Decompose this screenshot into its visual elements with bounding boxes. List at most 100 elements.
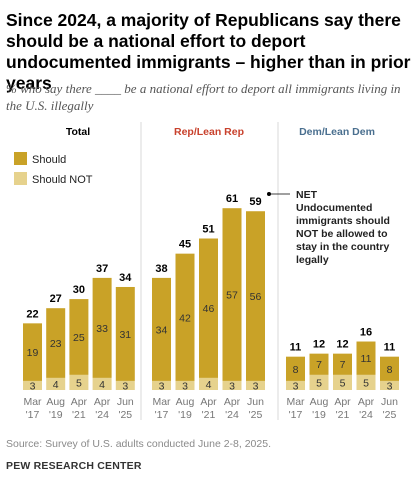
x-tick-label-year: '17 <box>26 409 40 421</box>
bar-should-not <box>356 374 376 390</box>
bar-should-not <box>333 374 352 390</box>
label-should-not: 3 <box>253 380 259 392</box>
x-tick-label-month: Mar <box>23 396 42 408</box>
label-net: 22 <box>26 308 38 320</box>
annotation-line: NET <box>296 189 318 201</box>
x-tick-label-year: '17 <box>289 409 303 421</box>
x-tick-label-year: '19 <box>312 409 326 421</box>
bar-should <box>333 353 352 375</box>
x-tick-label-year: '19 <box>178 409 192 421</box>
label-should: 7 <box>340 359 346 371</box>
bar-should <box>246 211 265 381</box>
x-tick-label-year: '24 <box>225 409 239 421</box>
label-should-not: 4 <box>99 379 105 391</box>
x-tick-label-month: Aug <box>310 396 329 408</box>
x-tick-label-year: '21 <box>336 409 350 421</box>
bar-should <box>69 299 89 375</box>
x-tick-label-month: Apr <box>94 396 111 408</box>
annotation-line: legally <box>296 254 329 266</box>
label-net: 37 <box>96 263 108 275</box>
bar-should-not <box>286 380 305 390</box>
label-net: 12 <box>336 339 348 351</box>
pew-logo-text: PEW RESEARCH CENTER <box>6 460 142 472</box>
bar-should <box>92 277 112 378</box>
x-tick-label-month: Mar <box>286 396 305 408</box>
label-net: 11 <box>290 342 302 354</box>
annotation-line: stay in the country <box>296 241 390 253</box>
label-should-not: 5 <box>76 377 82 389</box>
label-should-not: 3 <box>122 380 128 392</box>
x-tick-label-year: '25 <box>118 409 132 421</box>
bar-should-not <box>309 374 329 390</box>
label-should-not: 3 <box>182 380 188 392</box>
chart-title: Since 2024, a majority of Republicans sa… <box>6 10 411 93</box>
label-net: 30 <box>73 284 85 296</box>
bar-should <box>152 277 171 381</box>
label-should: 19 <box>27 347 39 359</box>
label-net: 27 <box>50 293 62 305</box>
label-should: 25 <box>73 332 85 344</box>
x-tick-label-month: Jun <box>247 396 264 408</box>
panel-header-1: Rep/Lean Rep <box>174 126 244 138</box>
label-net: 12 <box>313 339 325 351</box>
label-net: 11 <box>384 342 396 354</box>
bar-should <box>46 308 66 378</box>
bar-should-not <box>92 377 112 390</box>
label-net: 51 <box>202 224 214 236</box>
bar-should <box>286 356 305 381</box>
x-tick-label-year: '17 <box>155 409 169 421</box>
x-tick-label-year: '24 <box>359 409 373 421</box>
x-tick-label-month: Apr <box>334 396 351 408</box>
label-should-not: 3 <box>229 380 235 392</box>
label-should-not: 4 <box>206 379 212 391</box>
bar-should-not <box>380 380 399 390</box>
x-tick-label-month: Aug <box>176 396 195 408</box>
bar-should <box>222 208 242 381</box>
legend-swatch-should-not <box>14 172 27 185</box>
label-net: 59 <box>249 196 261 208</box>
annotation-line: immigrants should <box>296 215 390 227</box>
x-tick-label-month: Aug <box>46 396 65 408</box>
label-should: 7 <box>316 359 322 371</box>
x-tick-label-year: '25 <box>383 409 397 421</box>
label-should: 8 <box>293 364 299 376</box>
legend-swatch-should <box>14 152 27 165</box>
x-tick-label-month: Jun <box>117 396 134 408</box>
label-should: 11 <box>361 353 372 365</box>
x-tick-label-month: Jun <box>381 396 398 408</box>
x-tick-label-year: '21 <box>72 409 86 421</box>
label-should-not: 5 <box>316 377 322 389</box>
x-tick-label-year: '19 <box>49 409 63 421</box>
label-net: 34 <box>119 272 132 284</box>
label-should: 8 <box>387 364 393 376</box>
label-should-not: 5 <box>363 377 369 389</box>
x-tick-label-year: '25 <box>249 409 263 421</box>
panel-header-2: Dem/Lean Dem <box>299 126 375 138</box>
annotation-text: NET Undocumented immigrants should NOT be a… <box>296 189 390 266</box>
label-should-not: 3 <box>293 380 299 392</box>
label-net: 38 <box>155 263 167 275</box>
x-tick-label-month: Apr <box>358 396 375 408</box>
label-should: 57 <box>226 290 238 302</box>
label-net: 16 <box>360 327 372 339</box>
bar-should <box>175 253 195 381</box>
annotation-line: Undocumented <box>296 202 372 214</box>
bar-should <box>356 341 376 375</box>
chart-subtitle: % who say there ____ be a national effor… <box>6 81 401 113</box>
label-should: 23 <box>50 338 62 350</box>
legend-label-should: Should <box>32 154 66 166</box>
label-should-not: 5 <box>340 377 346 389</box>
label-should: 42 <box>179 312 191 324</box>
label-should: 31 <box>119 329 131 341</box>
x-tick-label-month: Mar <box>152 396 171 408</box>
bar-should <box>380 356 399 381</box>
bar-should-not <box>23 380 42 390</box>
label-should: 46 <box>203 303 215 315</box>
legend-label-should-not: Should NOT <box>32 174 93 186</box>
label-should: 33 <box>96 323 108 335</box>
label-net: 61 <box>226 193 238 205</box>
bar-should-not <box>222 380 242 390</box>
bar-should <box>309 353 329 375</box>
annotation-line: NOT be allowed to <box>296 228 388 240</box>
